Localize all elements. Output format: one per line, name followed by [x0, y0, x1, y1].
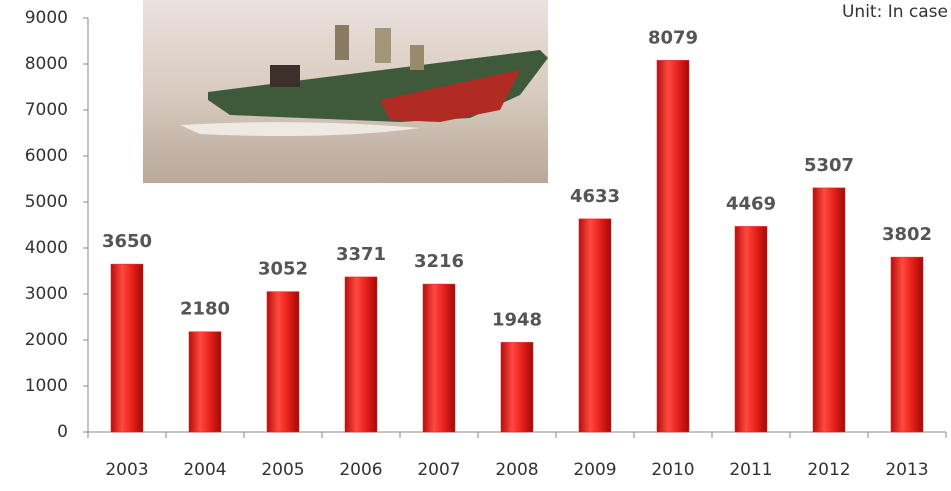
bar: [345, 277, 377, 432]
bar: [891, 257, 923, 432]
annotation: Unit: In case: [842, 2, 948, 22]
y-tick-label: 9000: [25, 8, 68, 28]
data-label: 3802: [882, 224, 932, 245]
x-tick-label: 2006: [339, 460, 382, 480]
x-tick-label: 2012: [807, 460, 850, 480]
x-tick-label: 2005: [261, 460, 304, 480]
bar: [501, 342, 533, 432]
x-tick-label: 2003: [105, 460, 148, 480]
data-label: 3650: [102, 231, 152, 252]
y-tick-label: 8000: [25, 54, 68, 74]
x-tick-label: 2007: [417, 460, 460, 480]
x-tick-label: 2011: [729, 460, 772, 480]
bar: [111, 264, 143, 432]
bar: [657, 60, 689, 432]
data-label: 8079: [648, 27, 698, 48]
data-label: 2180: [180, 299, 230, 320]
photo: [143, 0, 548, 183]
x-tick-label: 2013: [885, 460, 928, 480]
y-tick-label: 0: [57, 422, 68, 442]
y-tick-label: 1000: [25, 376, 68, 396]
y-tick-label: 3000: [25, 284, 68, 304]
x-tick-label: 2009: [573, 460, 616, 480]
data-label: 4633: [570, 186, 620, 207]
data-label: 4469: [726, 193, 776, 214]
y-tick-label: 4000: [25, 238, 68, 258]
bar: [813, 188, 845, 432]
y-tick-label: 5000: [25, 192, 68, 212]
x-tick-label: 2004: [183, 460, 226, 480]
bar: [189, 332, 221, 432]
y-tick-label: 2000: [25, 330, 68, 350]
chart: Unit: In case 0 1000 2000 3000 4000 5000 6000 7…: [0, 0, 951, 491]
y-tick-label: 6000: [25, 146, 68, 166]
data-label: 3216: [414, 251, 464, 272]
y-tick-label: 7000: [25, 100, 68, 120]
data-label: 5307: [804, 155, 854, 176]
data-label: 3052: [258, 259, 308, 280]
bar: [267, 292, 299, 432]
bar: [423, 284, 455, 432]
bar: [579, 219, 611, 432]
bar: [735, 226, 767, 432]
data-label: 1948: [492, 309, 542, 330]
data-label: 3371: [336, 244, 386, 265]
x-tick-label: 2010: [651, 460, 694, 480]
x-tick-label: 2008: [495, 460, 538, 480]
